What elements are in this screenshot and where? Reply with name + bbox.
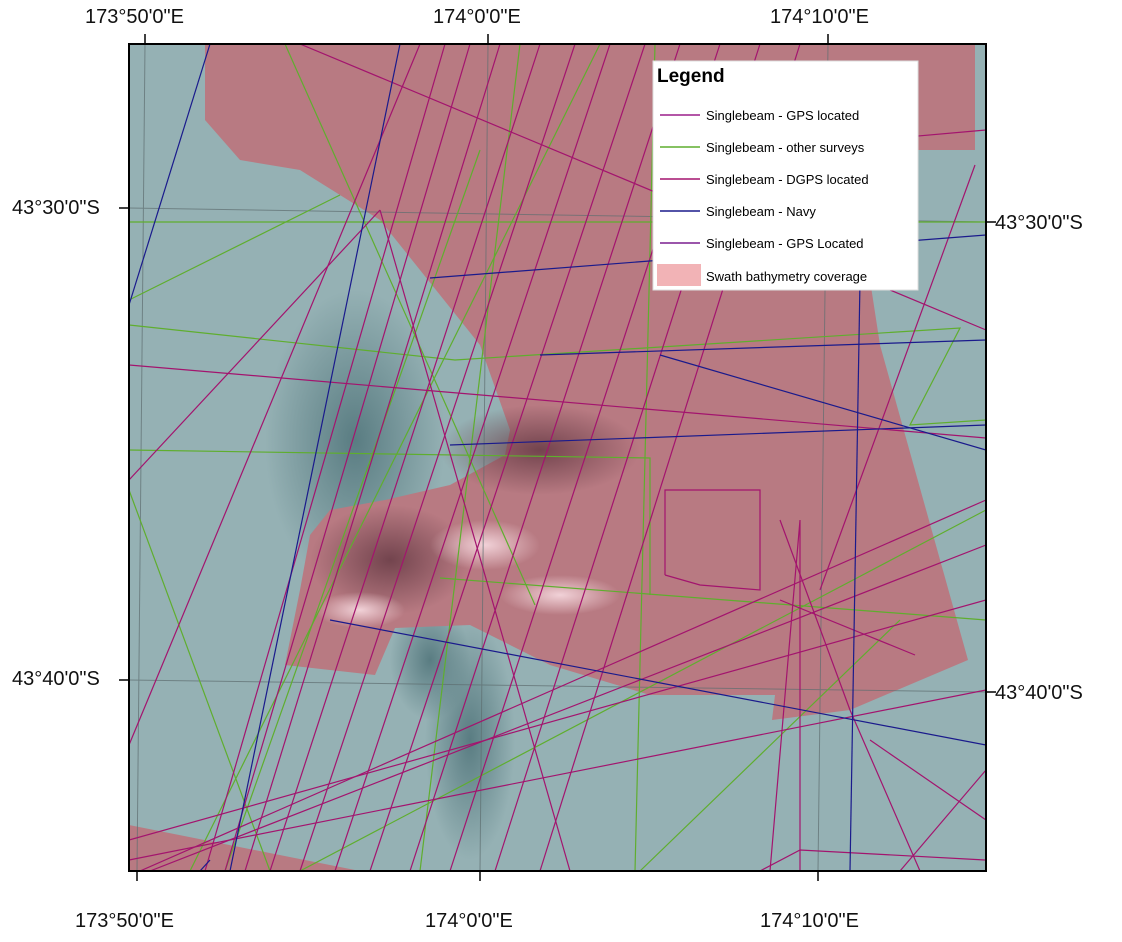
survey-track [449, 424, 986, 446]
legend-background [652, 60, 919, 291]
legend-item-label: Singlebeam - other surveys [706, 140, 865, 155]
legend-item-label: Swath bathymetry coverage [706, 269, 867, 284]
legend-item-label: Singlebeam - Navy [706, 204, 816, 219]
survey-track [129, 44, 421, 746]
survey-track [129, 364, 986, 439]
right-latitude-label-2: 43°40'0"S [995, 682, 1083, 704]
survey-track [329, 619, 986, 746]
survey-track [899, 769, 986, 871]
legend-item-navy: Singlebeam - Navy [660, 204, 816, 219]
left-latitude-label-1: 43°30'0"S [12, 197, 100, 219]
survey-track [779, 519, 921, 871]
legend-item-label: Singlebeam - GPS Located [706, 236, 864, 251]
survey-track [129, 599, 986, 841]
survey-track [659, 354, 986, 451]
top-longitude-label-3: 174°10'0"E [770, 6, 869, 28]
bathymetry-shallow-area [500, 575, 620, 615]
survey-track [284, 44, 536, 606]
survey-track [419, 44, 521, 871]
legend-swatch [657, 264, 701, 286]
survey-track [869, 739, 986, 821]
survey-track [129, 194, 341, 301]
bottom-longitude-label-1: 173°50'0"E [75, 910, 174, 932]
survey-track [369, 44, 646, 871]
top-longitude-label-2: 174°0'0"E [433, 6, 521, 28]
survey-track [244, 44, 501, 871]
left-latitude-label-2: 43°40'0"S [12, 668, 100, 690]
graticule-line [479, 44, 489, 871]
survey-track [819, 164, 976, 591]
survey-track [129, 44, 211, 306]
frame-ticks [119, 34, 996, 881]
bathymetry-deep-area [440, 405, 640, 495]
tracks-navy [129, 44, 986, 871]
survey-track [539, 339, 986, 356]
legend-item-label: Singlebeam - GPS located [706, 108, 859, 123]
survey-track [224, 149, 481, 871]
survey-track [299, 509, 986, 871]
survey-track [639, 619, 901, 871]
survey-track [849, 279, 861, 871]
legend-item-other-surveys: Singlebeam - other surveys [660, 140, 865, 155]
survey-track [334, 44, 611, 871]
legend-item-label: Singlebeam - DGPS located [706, 172, 869, 187]
bottom-longitude-label-2: 174°0'0"E [425, 910, 513, 932]
bathymetry-shallow-area [315, 592, 405, 628]
survey-track [380, 44, 656, 871]
survey-track [379, 209, 571, 871]
survey-track [299, 44, 576, 871]
survey-track [664, 489, 761, 591]
map-frame [128, 43, 987, 872]
legend-item-gps-located-2: Singlebeam - GPS Located [660, 236, 864, 251]
survey-track [769, 519, 801, 871]
survey-track [149, 544, 986, 871]
legend: Legend Singlebeam - GPS located Singlebe… [652, 60, 919, 291]
survey-track [439, 577, 986, 621]
survey-track [129, 324, 986, 426]
survey-track [139, 499, 986, 871]
legend-title: Legend [657, 66, 725, 87]
legend-item-dgps-located: Singlebeam - DGPS located [660, 172, 869, 187]
survey-track [204, 44, 446, 871]
top-longitude-label-1: 173°50'0"E [85, 6, 184, 28]
right-latitude-label-1: 43°30'0"S [995, 212, 1083, 234]
bathymetry-shallow-area [430, 520, 540, 570]
survey-track [129, 209, 381, 481]
tracks-gps-located [129, 44, 986, 871]
bottom-longitude-label-3: 174°10'0"E [760, 910, 859, 932]
survey-track [229, 44, 401, 871]
survey-track [779, 599, 916, 656]
survey-track [199, 859, 211, 871]
swath-coverage-polygon [129, 825, 360, 871]
graticule-line [136, 44, 146, 871]
legend-item-swath-coverage: Swath bathymetry coverage [657, 264, 867, 286]
legend-item-gps-located: Singlebeam - GPS located [660, 108, 859, 123]
survey-track [129, 449, 651, 595]
survey-track [224, 44, 471, 871]
survey-track [269, 44, 541, 871]
